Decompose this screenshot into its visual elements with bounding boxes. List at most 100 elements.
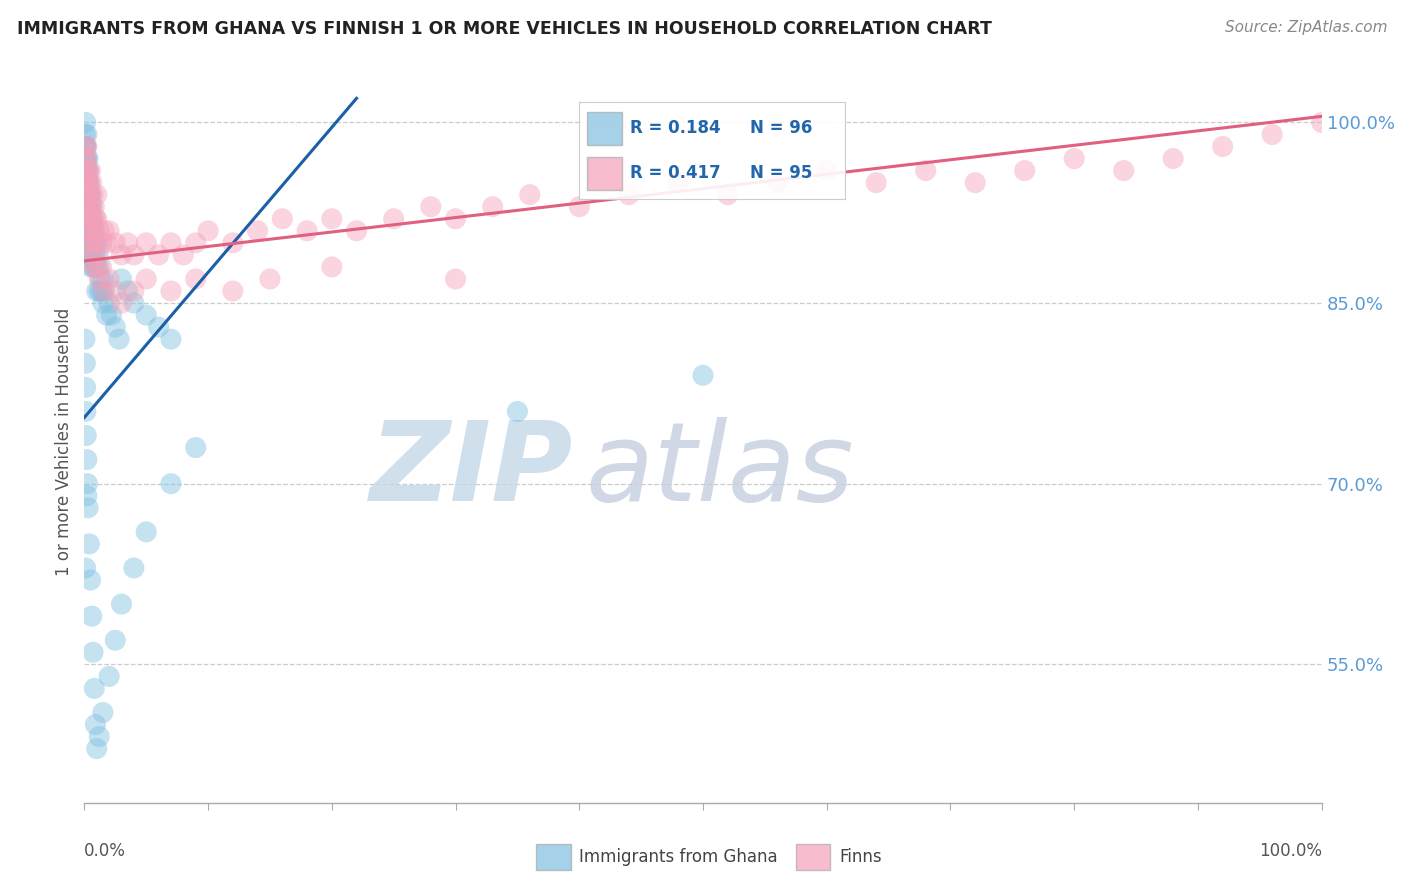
- Point: [79, 163, 101, 178]
- Point: [135, 272, 157, 286]
- Point: [73, 152, 96, 166]
- Text: IMMIGRANTS FROM GHANA VS FINNISH 1 OR MORE VEHICLES IN HOUSEHOLD CORRELATION CHA: IMMIGRANTS FROM GHANA VS FINNISH 1 OR MO…: [17, 20, 991, 37]
- Point: [122, 561, 145, 575]
- Point: [77, 152, 100, 166]
- Point: [79, 224, 101, 238]
- Point: [79, 248, 101, 262]
- Point: [84, 235, 107, 250]
- Point: [815, 163, 838, 178]
- Point: [79, 235, 101, 250]
- Point: [86, 260, 108, 274]
- Point: [914, 163, 936, 178]
- Point: [1310, 115, 1333, 129]
- Point: [83, 681, 105, 696]
- Point: [79, 187, 101, 202]
- FancyBboxPatch shape: [796, 844, 831, 870]
- Point: [346, 224, 368, 238]
- Point: [382, 211, 405, 226]
- Point: [717, 187, 740, 202]
- Point: [1161, 152, 1184, 166]
- Point: [89, 260, 111, 274]
- Point: [79, 573, 101, 587]
- Text: atlas: atlas: [585, 417, 853, 524]
- Point: [84, 211, 107, 226]
- Point: [1063, 152, 1085, 166]
- Point: [568, 200, 591, 214]
- Point: [84, 235, 107, 250]
- Point: [77, 176, 100, 190]
- Point: [75, 380, 97, 394]
- Point: [77, 187, 100, 202]
- Point: [692, 368, 714, 383]
- Point: [89, 224, 111, 238]
- Point: [77, 500, 100, 515]
- Point: [90, 235, 112, 250]
- Point: [75, 139, 97, 153]
- Point: [222, 284, 245, 298]
- Point: [75, 428, 97, 442]
- Point: [184, 235, 207, 250]
- Point: [76, 152, 98, 166]
- Point: [76, 476, 98, 491]
- Point: [79, 211, 101, 226]
- Point: [246, 224, 269, 238]
- Text: ZIP: ZIP: [370, 417, 574, 524]
- Y-axis label: 1 or more Vehicles in Household: 1 or more Vehicles in Household: [55, 308, 73, 575]
- Point: [73, 176, 96, 190]
- Point: [82, 211, 104, 226]
- Point: [259, 272, 281, 286]
- Point: [76, 200, 98, 214]
- Point: [444, 211, 467, 226]
- Point: [77, 187, 100, 202]
- Text: Source: ZipAtlas.com: Source: ZipAtlas.com: [1225, 20, 1388, 35]
- Point: [77, 211, 100, 226]
- Point: [965, 176, 987, 190]
- Point: [76, 224, 98, 238]
- Point: [321, 260, 343, 274]
- Point: [80, 609, 103, 624]
- Point: [80, 248, 103, 262]
- Point: [76, 452, 98, 467]
- Point: [76, 163, 98, 178]
- Point: [160, 235, 183, 250]
- Point: [75, 163, 97, 178]
- Point: [98, 272, 121, 286]
- Point: [80, 200, 103, 214]
- Point: [98, 296, 121, 310]
- Point: [75, 176, 97, 190]
- Point: [104, 235, 127, 250]
- Point: [172, 248, 194, 262]
- Point: [86, 187, 108, 202]
- Point: [86, 260, 108, 274]
- Point: [75, 200, 97, 214]
- Point: [75, 152, 97, 166]
- Point: [90, 260, 112, 274]
- Point: [91, 272, 114, 286]
- Point: [77, 200, 100, 214]
- Point: [135, 235, 157, 250]
- Point: [79, 200, 101, 214]
- Point: [122, 248, 145, 262]
- Point: [73, 332, 96, 346]
- Point: [82, 235, 104, 250]
- Point: [93, 224, 115, 238]
- Point: [110, 272, 132, 286]
- Point: [1212, 139, 1234, 153]
- Text: Immigrants from Ghana: Immigrants from Ghana: [579, 848, 778, 866]
- Point: [135, 308, 157, 322]
- Point: [117, 284, 139, 298]
- Point: [100, 308, 122, 322]
- Point: [90, 284, 112, 298]
- Point: [77, 200, 100, 214]
- Point: [89, 284, 111, 298]
- Point: [83, 248, 105, 262]
- Point: [75, 187, 97, 202]
- Point: [75, 176, 97, 190]
- Point: [82, 211, 104, 226]
- Point: [82, 187, 104, 202]
- Point: [91, 706, 114, 720]
- Point: [160, 284, 183, 298]
- Point: [79, 224, 101, 238]
- Point: [73, 139, 96, 153]
- Point: [1014, 163, 1036, 178]
